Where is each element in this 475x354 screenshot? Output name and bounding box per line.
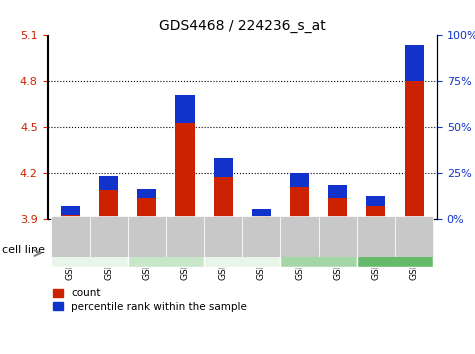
Legend: count, percentile rank within the sample: count, percentile rank within the sample — [53, 289, 247, 312]
Bar — [61, 206, 80, 215]
FancyBboxPatch shape — [357, 235, 433, 267]
Bar — [290, 187, 309, 219]
Bar — [137, 189, 156, 198]
Bar — [328, 198, 347, 219]
Bar — [328, 185, 347, 198]
FancyBboxPatch shape — [128, 216, 166, 257]
FancyBboxPatch shape — [280, 235, 357, 267]
Bar — [175, 123, 195, 219]
Bar — [252, 209, 271, 216]
Bar — [61, 215, 80, 219]
FancyBboxPatch shape — [395, 216, 433, 257]
Text: LN018: LN018 — [72, 246, 107, 256]
FancyBboxPatch shape — [242, 216, 280, 257]
FancyBboxPatch shape — [166, 216, 204, 257]
Text: BS149: BS149 — [377, 246, 413, 256]
Bar — [137, 198, 156, 219]
FancyBboxPatch shape — [51, 216, 89, 257]
FancyBboxPatch shape — [204, 235, 280, 267]
Bar — [214, 177, 233, 219]
Bar — [252, 216, 271, 219]
Bar — [405, 81, 424, 219]
FancyBboxPatch shape — [357, 216, 395, 257]
Bar — [366, 196, 385, 206]
Title: GDS4468 / 224236_s_at: GDS4468 / 224236_s_at — [159, 19, 326, 33]
Text: LN319: LN319 — [301, 246, 336, 256]
FancyBboxPatch shape — [204, 216, 242, 257]
Bar — [99, 190, 118, 219]
Text: LN229: LN229 — [224, 246, 260, 256]
Bar — [214, 158, 233, 177]
Bar — [290, 172, 309, 187]
FancyBboxPatch shape — [319, 216, 357, 257]
Bar — [175, 95, 195, 123]
FancyBboxPatch shape — [280, 216, 319, 257]
Bar — [366, 206, 385, 219]
FancyBboxPatch shape — [89, 216, 128, 257]
FancyBboxPatch shape — [128, 235, 204, 267]
Bar — [99, 176, 118, 190]
Text: LN215: LN215 — [148, 246, 184, 256]
Bar — [405, 45, 424, 81]
Text: cell line: cell line — [2, 245, 45, 255]
FancyBboxPatch shape — [51, 235, 128, 267]
